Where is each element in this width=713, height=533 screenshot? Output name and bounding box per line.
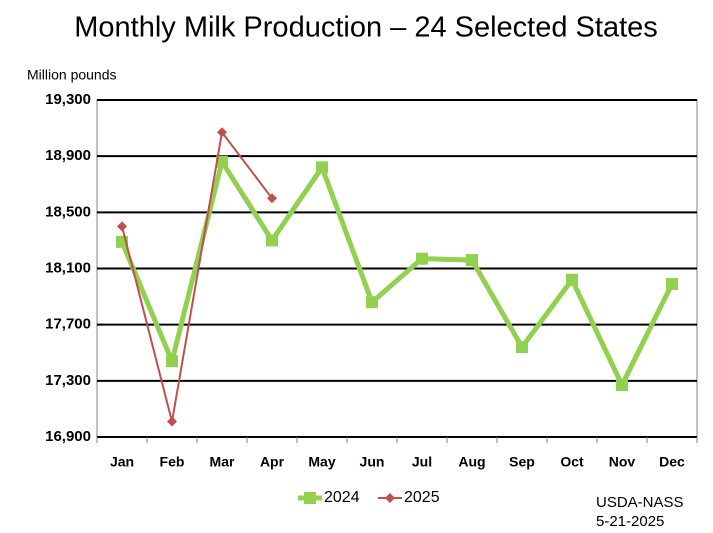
chart-title: Monthly Milk Production – 24 Selected St… [74,12,658,44]
marker [566,273,578,286]
marker [266,234,278,247]
marker [366,296,378,309]
x-tick-label: Feb [160,454,185,470]
x-tick-label: Nov [609,454,636,470]
marker [117,221,127,232]
x-tick-label: May [308,454,335,470]
marker [616,379,628,392]
series-line [119,159,675,388]
x-tick-label: Sep [509,454,535,470]
legend-label: 2025 [404,489,440,506]
marker [166,355,178,368]
x-tick-label: Jun [360,454,385,470]
annotation: USDA-NASS [596,494,684,511]
marker [316,161,328,174]
legend-label: 2024 [324,489,360,506]
series-line [121,131,273,423]
y-tick-label: 19,300 [45,91,91,108]
marker [267,193,277,204]
y-tick-label: 18,900 [45,147,91,164]
x-tick-label: Aug [458,454,485,470]
marker [167,416,177,427]
marker [416,252,428,265]
legend-marker [385,493,395,503]
y-tick-label: 17,700 [45,316,91,333]
x-tick-label: Dec [659,454,685,470]
annotation: 5-21-2025 [596,513,664,530]
legend-marker [304,492,316,504]
marker [666,277,678,290]
y-tick-label: 18,100 [45,259,91,276]
y-tick-label: 16,900 [45,428,91,445]
x-tick-label: Jul [412,454,432,470]
marker [217,127,227,138]
marker [216,155,228,168]
x-tick-label: Apr [260,454,285,470]
x-tick-label: Mar [210,454,235,470]
y-tick-label: 17,300 [45,372,91,389]
x-tick-label: Oct [560,454,584,470]
marker [516,341,528,354]
y-axis-label: Million pounds [27,67,117,83]
x-tick-label: Jan [110,454,134,470]
y-tick-label: 18,500 [45,203,91,220]
marker [466,254,478,267]
